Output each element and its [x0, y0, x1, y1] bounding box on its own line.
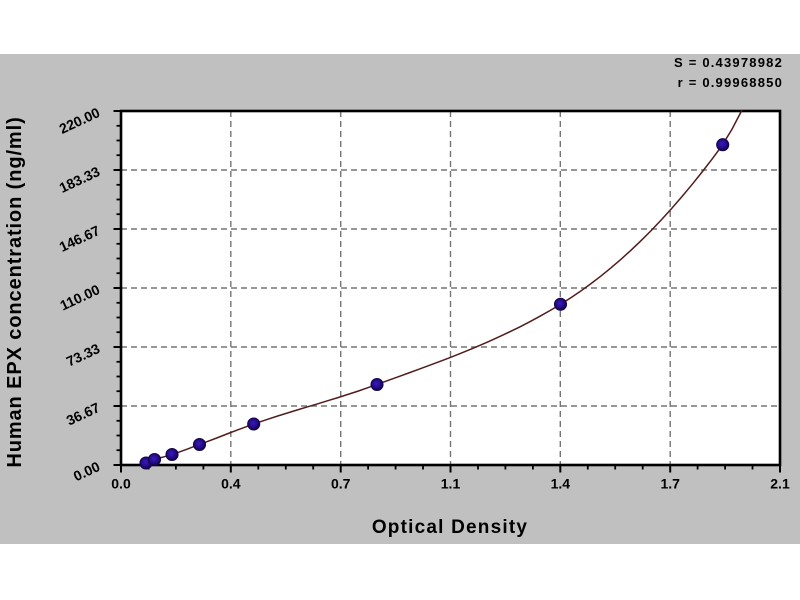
svg-text:S = 0.43978982: S = 0.43978982: [674, 55, 783, 70]
svg-text:0.4: 0.4: [221, 476, 241, 492]
svg-text:0.0: 0.0: [111, 476, 131, 492]
svg-text:0.7: 0.7: [331, 476, 351, 492]
svg-text:Human EPX concentration (ng/ml: Human EPX concentration (ng/ml): [4, 116, 26, 467]
svg-text:r = 0.99968850: r = 0.99968850: [678, 75, 783, 90]
svg-text:1.7: 1.7: [660, 476, 680, 492]
svg-text:2.1: 2.1: [770, 476, 790, 492]
svg-text:1.4: 1.4: [551, 476, 571, 492]
svg-text:Optical Density: Optical Density: [372, 517, 528, 538]
svg-text:1.1: 1.1: [441, 476, 461, 492]
